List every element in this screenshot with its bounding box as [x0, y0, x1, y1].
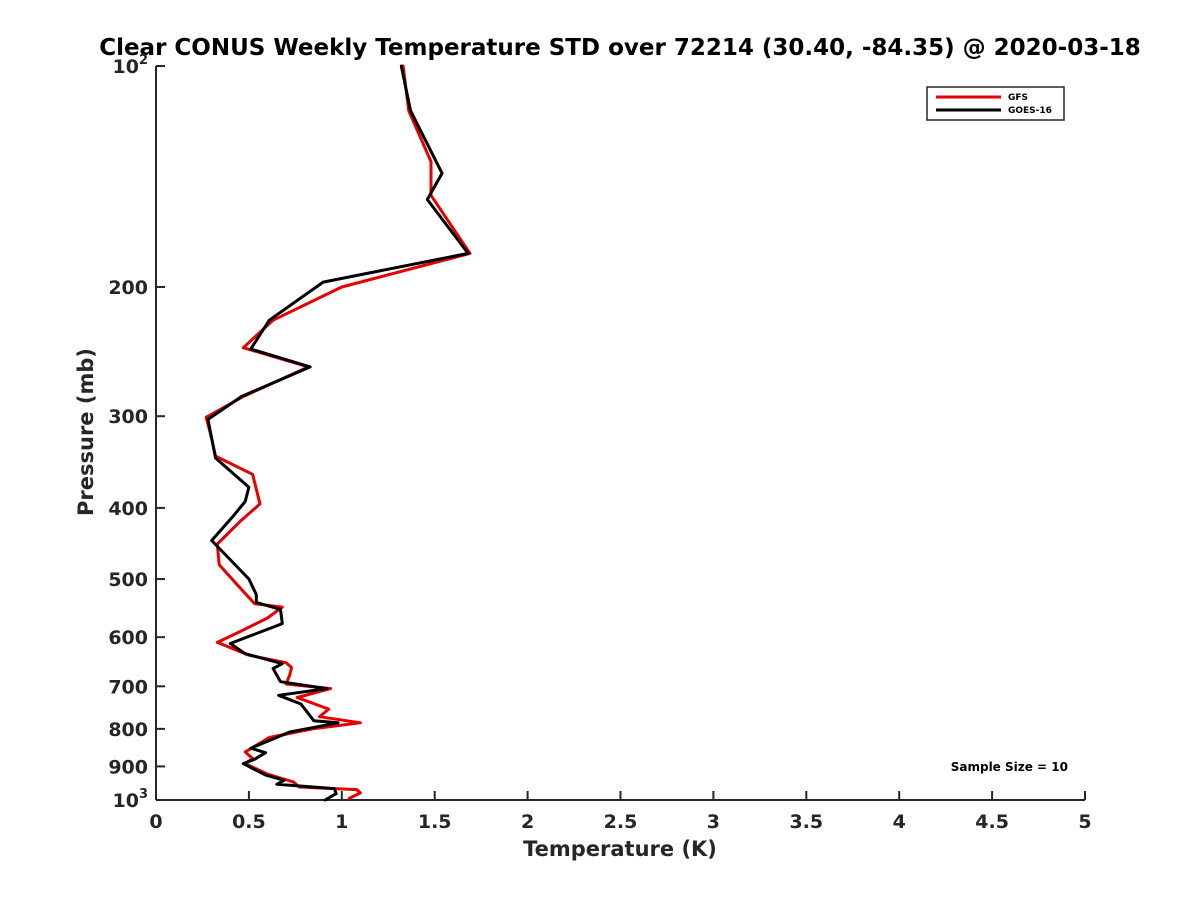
- legend-box: [926, 86, 1065, 121]
- axes: 0 0.5 1 1.5 2 2.5 3 3.5 4 4.5 5 102 200 300 400 500 600 7…: [108, 53, 1091, 833]
- x-axis-label: Temperature (K): [523, 837, 717, 861]
- x-tick-label: 3: [707, 811, 720, 833]
- x-tick-label: 1.5: [418, 811, 452, 833]
- y-tick-label: 700: [108, 676, 148, 698]
- series-line-gfs: [204, 64, 472, 800]
- x-tick-label: 3.5: [789, 811, 823, 833]
- y-tick-label: 800: [108, 719, 148, 741]
- legend: GFS GOES-16: [926, 86, 1065, 121]
- y-tick-label: 103: [113, 787, 149, 812]
- y-tick-label: 900: [108, 756, 148, 778]
- x-tick-label: 0.5: [232, 811, 266, 833]
- y-tick-label: 102: [113, 53, 149, 78]
- y-tick-label: 600: [108, 627, 148, 649]
- y-axis-label: Pressure (mb): [74, 348, 98, 516]
- series-layer: [204, 64, 472, 802]
- series-line-goes-16: [206, 64, 470, 802]
- x-tick-label: 2: [521, 811, 534, 833]
- x-tick-label: 2.5: [604, 811, 638, 833]
- sample-size-annotation: Sample Size = 10: [951, 760, 1068, 774]
- y-tick-label: 300: [108, 406, 148, 428]
- y-tick-label: 400: [108, 498, 148, 520]
- legend-label: GFS: [1008, 93, 1028, 103]
- x-tick-label: 1: [335, 811, 348, 833]
- x-tick-label: 0: [149, 811, 162, 833]
- x-tick-label: 5: [1078, 811, 1091, 833]
- x-tick-label: 4: [893, 811, 906, 833]
- y-tick-label: 500: [108, 569, 148, 591]
- y-tick-label: 200: [108, 277, 148, 299]
- chart-title: Clear CONUS Weekly Temperature STD over …: [99, 35, 1141, 61]
- x-tick-label: 4.5: [975, 811, 1009, 833]
- legend-label: GOES-16: [1008, 106, 1052, 116]
